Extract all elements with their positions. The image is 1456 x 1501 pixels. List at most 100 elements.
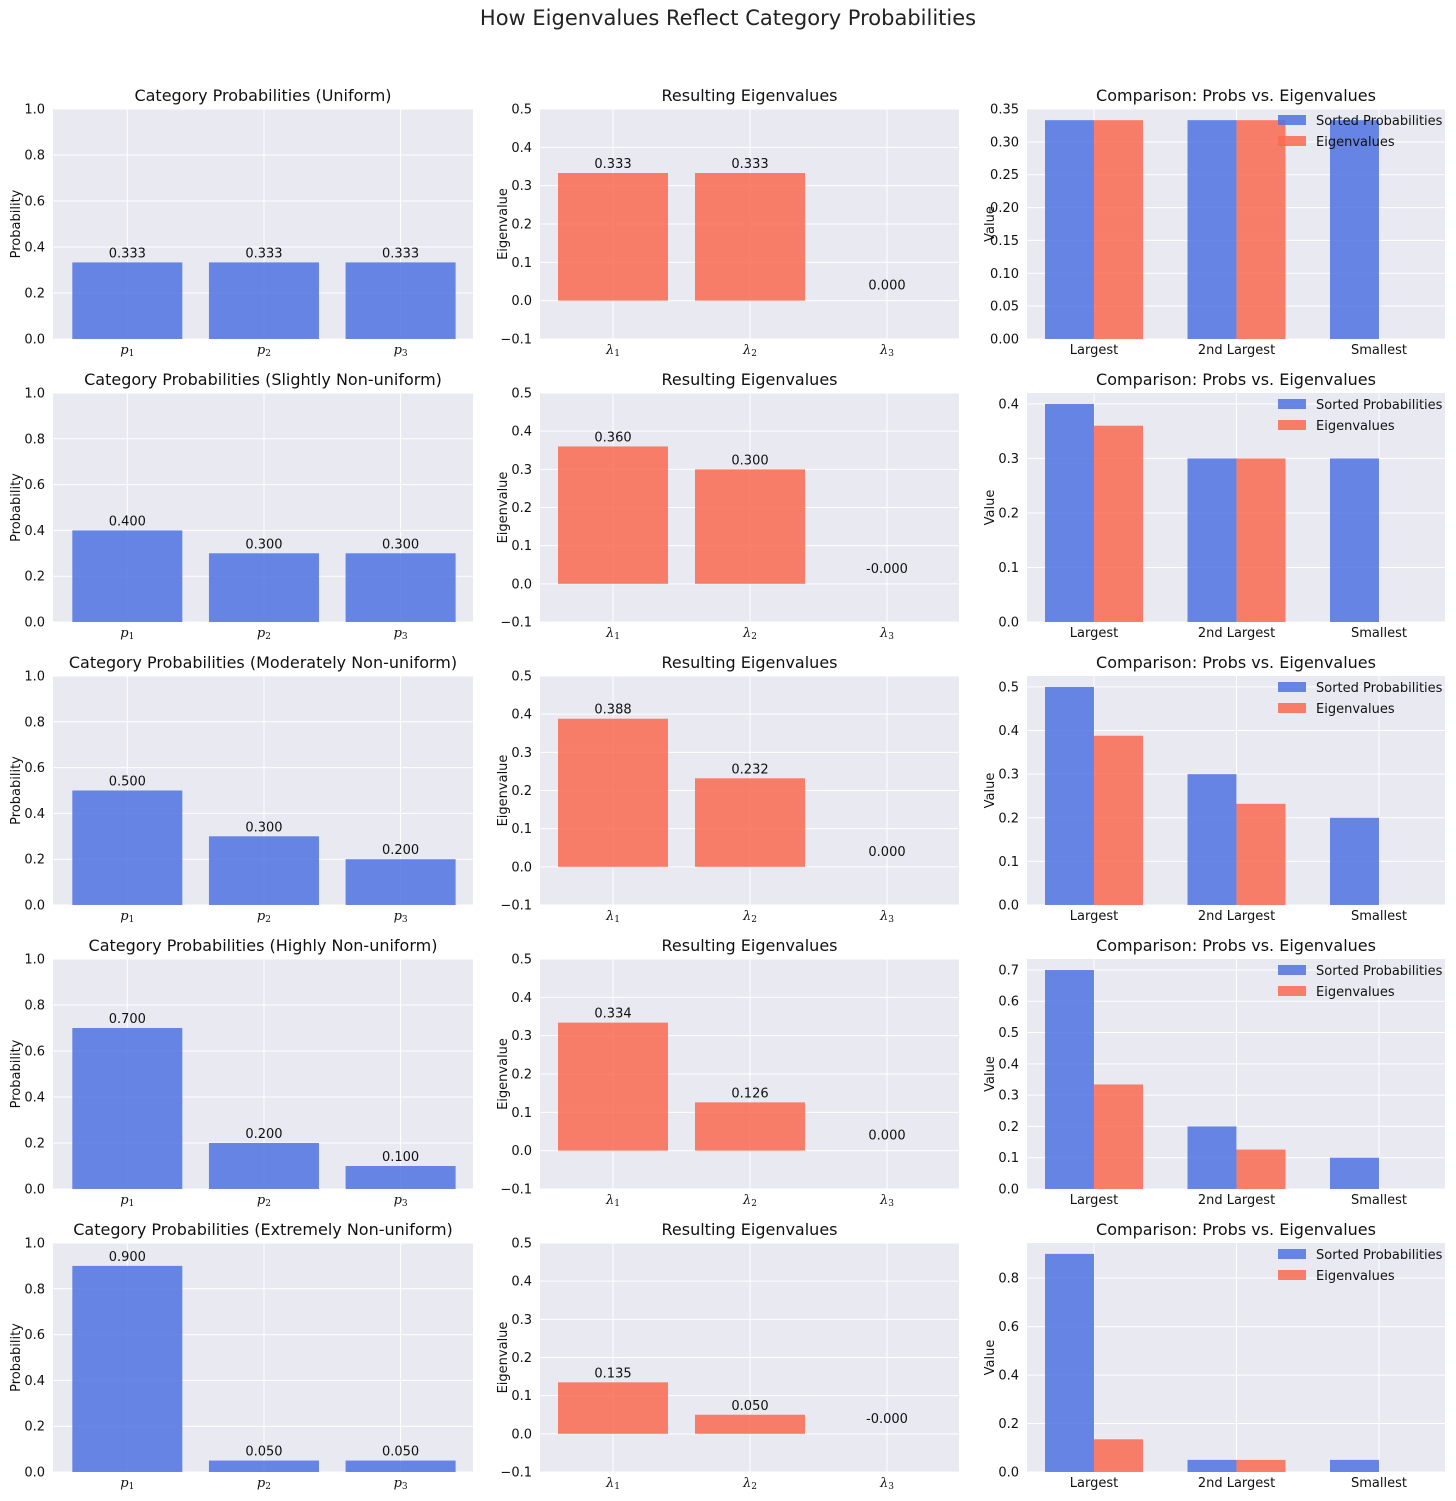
eig-ytick-label: 0.0: [511, 860, 532, 875]
cmp-ytick-label: 0.05: [990, 300, 1019, 315]
cmp-title: Comparison: Probs vs. Eigenvalues: [1096, 653, 1376, 672]
eig-ytick-label: 0.4: [511, 425, 532, 440]
prob-xtick-label: p2: [257, 343, 271, 359]
legend-swatch-eigenvalues: [1278, 1270, 1306, 1280]
eig-bar: [558, 446, 668, 584]
legend-label-eigenvalues: Eigenvalues: [1316, 985, 1395, 1000]
eig-xtick-label: λ3: [879, 909, 894, 925]
eig-bar-label: -0.000: [866, 1412, 908, 1427]
cmp-bar-eigenvalue: [1236, 120, 1286, 340]
eig-title: Resulting Eigenvalues: [662, 936, 838, 955]
cmp-xtick-label: 2nd Largest: [1198, 1193, 1275, 1208]
prob-ylabel: Probability: [9, 756, 24, 825]
legend-label-sorted-prob: Sorted Probabilities: [1316, 681, 1443, 696]
cmp-bar-sorted-prob: [1330, 120, 1379, 340]
prob-title: Category Probabilities (Slightly Non-uni…: [84, 370, 442, 389]
prob-ytick-label: 0.6: [24, 478, 45, 493]
eig-ytick-label: 0.1: [511, 256, 532, 271]
cmp-bar-sorted-prob: [1045, 686, 1094, 905]
cmp-panel-5: Comparison: Probs vs. Eigenvalues 0.0 0.2 0…: [983, 1220, 1445, 1491]
eig-ytick-label: 0.5: [511, 103, 532, 118]
legend-label-eigenvalues: Eigenvalues: [1316, 419, 1395, 434]
eig-bar-label: 0.232: [731, 762, 768, 777]
legend-label-eigenvalues: Eigenvalues: [1316, 702, 1395, 717]
prob-bar-label: 0.700: [109, 1012, 146, 1027]
cmp-ytick-label: 0.5: [998, 1026, 1019, 1041]
prob-xtick-label: p2: [257, 1476, 271, 1492]
eig-ylabel: Eigenvalue: [496, 1038, 511, 1110]
eig-ytick-label: 0.5: [511, 1237, 532, 1252]
prob-ytick-label: 0.2: [24, 570, 45, 585]
eig-ytick-label: 0.5: [511, 953, 532, 968]
prob-ytick-label: 1.0: [24, 387, 45, 402]
eig-bar: [695, 1414, 805, 1434]
eig-ytick-label: 0.0: [511, 1144, 532, 1159]
cmp-ytick-label: 0.10: [990, 267, 1019, 282]
cmp-panel-3: Comparison: Probs vs. Eigenvalues 0.0 0.1 0…: [983, 653, 1445, 924]
eig-bar-label: 0.360: [594, 430, 631, 445]
cmp-bar-eigenvalue: [1094, 120, 1143, 340]
cmp-bar-sorted-prob: [1045, 403, 1094, 622]
eig-bar-label: 0.333: [731, 157, 768, 172]
eig-ytick-label: −0.1: [500, 1466, 532, 1481]
prob-bar: [208, 553, 319, 622]
cmp-ylabel: Value: [983, 1340, 998, 1376]
eig-bar-label: 0.300: [731, 453, 768, 468]
prob-ytick-label: 0.2: [24, 1137, 45, 1152]
eig-ytick-label: 0.0: [511, 294, 532, 309]
cmp-bar-sorted-prob: [1187, 1126, 1237, 1189]
cmp-ytick-label: 0.4: [998, 1369, 1019, 1384]
eig-ylabel: Eigenvalue: [496, 755, 511, 827]
eig-ylabel: Eigenvalue: [496, 188, 511, 260]
prob-bar-label: 0.300: [382, 537, 419, 552]
cmp-ytick-label: 0.2: [998, 1417, 1019, 1432]
eig-bar-label: 0.135: [594, 1366, 631, 1381]
cmp-bar-sorted-prob: [1187, 120, 1237, 340]
eig-bar-label: 0.334: [594, 1007, 631, 1022]
prob-ytick-label: 1.0: [24, 670, 45, 685]
prob-xtick-label: p3: [394, 626, 408, 642]
eig-bar-label: 0.050: [731, 1399, 768, 1414]
cmp-title: Comparison: Probs vs. Eigenvalues: [1096, 936, 1376, 955]
cmp-ytick-label: 0.15: [990, 234, 1019, 249]
prob-panel-2: Category Probabilities (Slightly Non-uni…: [9, 370, 473, 642]
prob-ytick-label: 0.8: [24, 1282, 45, 1297]
prob-xtick-label: p1: [120, 1476, 134, 1492]
prob-panel-5: Category Probabilities (Extremely Non-un…: [9, 1220, 473, 1492]
legend-swatch-eigenvalues: [1278, 136, 1306, 146]
prob-bar-label: 0.333: [245, 246, 282, 261]
prob-ytick-label: 0.8: [24, 999, 45, 1014]
eig-ytick-label: 0.4: [511, 991, 532, 1006]
eig-ytick-label: 0.3: [511, 179, 532, 194]
cmp-ytick-label: 0.0: [998, 616, 1019, 631]
legend: Sorted Probabilities Eigenvalues: [1278, 114, 1443, 150]
prob-ytick-label: 0.8: [24, 432, 45, 447]
eig-ytick-label: 0.0: [511, 1427, 532, 1442]
prob-ytick-label: 0.2: [24, 287, 45, 302]
prob-panel-3: Category Probabilities (Moderately Non-u…: [9, 653, 473, 925]
cmp-xtick-label: 2nd Largest: [1198, 909, 1275, 924]
prob-title: Category Probabilities (Moderately Non-u…: [69, 653, 457, 672]
cmp-ylabel: Value: [983, 1056, 998, 1092]
cmp-bar-sorted-prob: [1187, 1459, 1237, 1472]
prob-bar: [72, 1265, 183, 1472]
eig-xtick-label: λ2: [742, 626, 757, 642]
cmp-xtick-label: Largest: [1070, 1476, 1118, 1491]
eig-ytick-label: −0.1: [500, 333, 532, 348]
legend-swatch-sorted-prob: [1278, 399, 1306, 409]
prob-bar: [345, 859, 456, 905]
cmp-xtick-label: Largest: [1070, 1193, 1118, 1208]
eig-title: Resulting Eigenvalues: [662, 370, 838, 389]
eig-bar-label: -0.000: [866, 562, 908, 577]
cmp-ytick-label: 0.2: [998, 506, 1019, 521]
prob-ytick-label: 0.6: [24, 195, 45, 210]
cmp-xtick-label: Smallest: [1351, 1476, 1407, 1491]
prob-panel-1: Category Probabilities (Uniform) 0.0 0.2 0.…: [9, 86, 473, 359]
cmp-ylabel: Value: [983, 490, 998, 526]
prob-ytick-label: 0.4: [24, 807, 45, 822]
legend-swatch-eigenvalues: [1278, 703, 1306, 713]
prob-bar-label: 0.200: [245, 1127, 282, 1142]
eig-xtick-label: λ1: [605, 626, 620, 642]
prob-title: Category Probabilities (Extremely Non-un…: [73, 1220, 453, 1239]
cmp-ytick-label: 0.4: [998, 397, 1019, 412]
